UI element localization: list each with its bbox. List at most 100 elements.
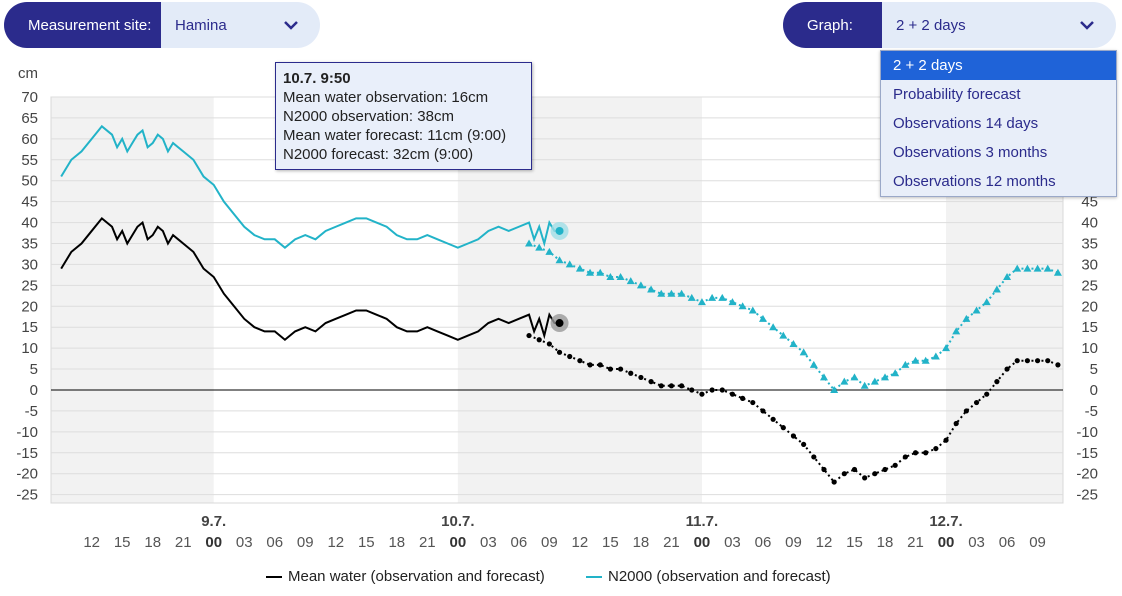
chevron-down-icon[interactable] [1078, 16, 1096, 34]
legend-item-mean-water[interactable]: Mean water (observation and forecast) [266, 568, 545, 585]
n2000-forecast-point [962, 314, 971, 322]
y-tick-label-left: -25 [16, 487, 38, 504]
mean-water-forecast-point [984, 391, 990, 397]
x-hour-label: 21 [419, 534, 436, 551]
legend-item-n2000[interactable]: N2000 (observation and forecast) [586, 568, 831, 585]
mean-water-forecast-point [719, 387, 725, 393]
n2000-forecast-point [708, 293, 717, 301]
x-hour-label: 00 [694, 534, 711, 551]
mean-water-forecast-point [851, 466, 858, 473]
mean-water-forecast-point [943, 437, 949, 443]
y-tick-label-left: 30 [21, 256, 38, 273]
y-tick-label-left: 45 [21, 194, 38, 211]
n2000-forecast-point [575, 264, 584, 272]
n2000-forecast-point [809, 360, 818, 368]
tooltip-mean-observation: Mean water observation: 16cm [283, 89, 489, 106]
mean-water-forecast-point [1024, 358, 1031, 364]
x-hour-label: 06 [999, 534, 1016, 551]
mean-water-forecast-point [760, 408, 766, 414]
x-hour-label: 00 [205, 534, 222, 551]
mean-water-forecast-point [689, 387, 695, 393]
x-hour-label: 03 [236, 534, 253, 551]
n2000-forecast-point [657, 289, 666, 297]
tooltip-title: 10.7. 9:50 [283, 70, 351, 87]
mean-water-forecast-point [923, 450, 929, 456]
mean-water-forecast-point [750, 399, 756, 406]
y-tick-label-left: 25 [21, 277, 38, 294]
graph-option-observations-14-days[interactable]: Observations 14 days [893, 115, 1039, 132]
n2000-forecast-point [738, 302, 747, 310]
x-hour-label: 21 [907, 534, 924, 551]
n2000-forecast-point [616, 272, 625, 280]
y-tick-label-left: 55 [21, 152, 38, 169]
y-tick-label-right: 20 [1081, 298, 1098, 315]
n2000-forecast-point [921, 356, 930, 364]
mean-water-forecast-point [973, 399, 980, 406]
legend-swatch-mean [266, 575, 282, 578]
measurement-site-selector[interactable]: Measurement site: Hamina [4, 2, 320, 48]
mean-water-forecast-point [912, 450, 919, 456]
graph-option-observations-12-months[interactable]: Observations 12 months [893, 173, 1056, 190]
legend-swatch-n2000 [586, 575, 602, 578]
n2000-forecast-point [555, 256, 564, 264]
x-hour-label: 03 [968, 534, 985, 551]
graph-dropdown[interactable]: 2 + 2 days [882, 2, 1116, 48]
x-hour-label: 12 [816, 534, 833, 551]
n2000-forecast-point [901, 360, 910, 368]
mean-water-forecast-point [536, 337, 542, 343]
n2000-forecast-point [1003, 272, 1012, 280]
mean-water-forecast-point [790, 433, 797, 439]
measurement-site-dropdown[interactable]: Hamina [161, 2, 320, 48]
x-hour-label: 06 [511, 534, 528, 551]
mean-water-forecast-point [617, 366, 624, 372]
graph-option-probability-forecast[interactable]: Probability forecast [893, 86, 1021, 103]
n2000-forecast-line [528, 242, 1059, 392]
n2000-forecast-point [860, 381, 869, 389]
n2000-forecast-point [819, 373, 828, 381]
x-hour-label: 21 [175, 534, 192, 551]
n2000-forecast-point [1013, 264, 1022, 272]
graph-options-menu: 2 + 2 days Probability forecast Observat… [880, 50, 1117, 197]
mean-water-forecast-point [994, 379, 1000, 385]
y-tick-label-left: 20 [21, 298, 38, 315]
y-tick-label-left: -5 [25, 403, 38, 420]
y-tick-label-right: 25 [1081, 277, 1098, 294]
mean-water-forecast-point [658, 383, 664, 389]
x-day-label: 10.7. [441, 513, 474, 530]
x-hour-label: 12 [83, 534, 100, 551]
y-tick-label-left: 60 [21, 131, 38, 148]
y-tick-label-right: 35 [1081, 235, 1098, 252]
x-hour-label: 00 [449, 534, 466, 551]
chevron-down-icon[interactable] [282, 16, 300, 34]
y-tick-label-right: -15 [1076, 445, 1098, 462]
x-hour-label: 12 [572, 534, 589, 551]
x-hour-label: 18 [388, 534, 405, 551]
n2000-forecast-point [545, 247, 554, 255]
n2000-forecast-point [697, 298, 706, 306]
graph-option-observations-3-months[interactable]: Observations 3 months [893, 144, 1048, 161]
graph-selector[interactable]: Graph: 2 + 2 days [783, 2, 1116, 48]
n2000-forecast-point [840, 377, 849, 385]
n2000-forecast-point [1023, 264, 1032, 272]
mean-water-forecast-point [1045, 358, 1051, 364]
x-hour-label: 15 [602, 534, 619, 551]
y-tick-label-right: 10 [1081, 340, 1098, 357]
graph-option-2-2-days[interactable]: 2 + 2 days [881, 51, 1116, 80]
mean-water-forecast-point [648, 379, 654, 385]
mean-water-observation-line [60, 216, 560, 342]
mean-water-forecast-point [892, 462, 898, 468]
mean-water-forecast-point [546, 341, 552, 347]
y-tick-label-left: 50 [21, 173, 38, 190]
mean-water-forecast-point [556, 349, 563, 355]
y-tick-label-right: 5 [1090, 361, 1098, 378]
mean-water-forecast-point [577, 358, 583, 364]
n2000-forecast-point [779, 331, 788, 339]
x-hour-label: 18 [877, 534, 894, 551]
x-hour-label: 06 [266, 534, 283, 551]
tooltip-mean-forecast: Mean water forecast: 11cm (9:00) [283, 127, 507, 144]
y-tick-label-left: -15 [16, 445, 38, 462]
y-tick-label-left: 0 [30, 382, 38, 399]
mean-water-forecast-point [638, 374, 644, 381]
chart-tooltip: 10.7. 9:50 Mean water observation: 16cm … [275, 62, 532, 170]
y-tick-label-left: 10 [21, 340, 38, 357]
